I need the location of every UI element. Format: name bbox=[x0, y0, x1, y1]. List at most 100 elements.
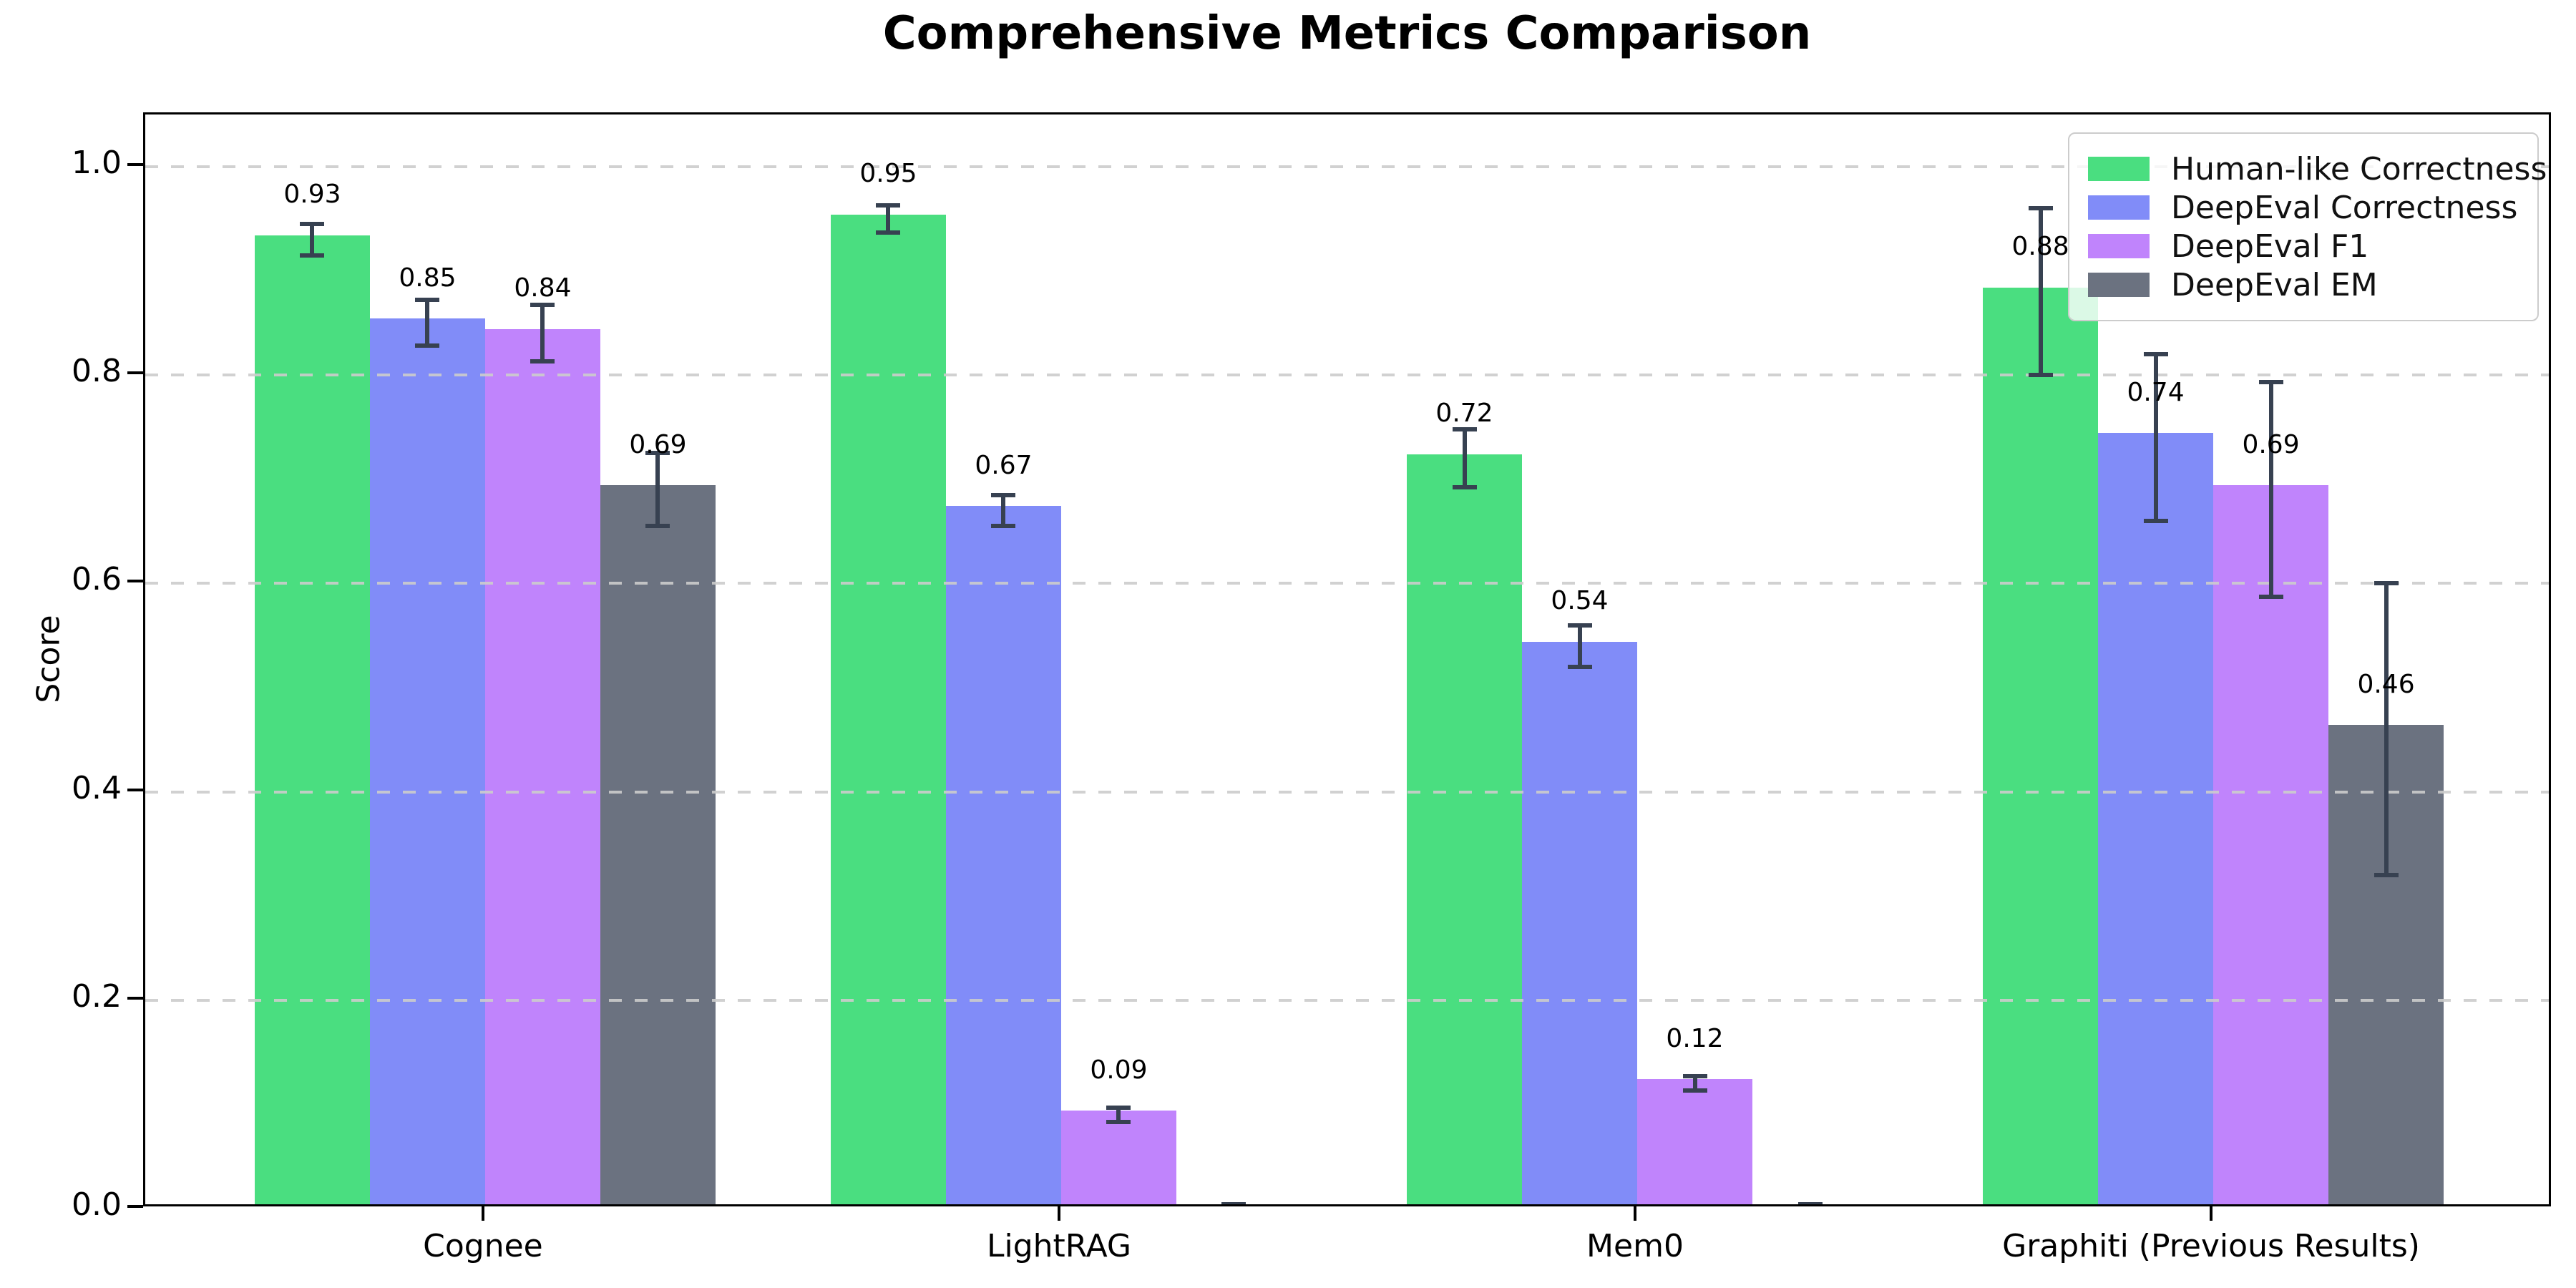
bar-graphiti-previous-results--3 bbox=[2213, 485, 2329, 1204]
legend-label-1: Human-like Correctness bbox=[2171, 150, 2547, 187]
bar-value-label: 0.12 bbox=[1666, 1023, 1724, 1053]
bar-value-label: 0.88 bbox=[2011, 232, 2069, 262]
gridline-1.0 bbox=[145, 165, 2549, 168]
x-tick-label-2: Mem0 bbox=[1586, 1228, 1684, 1264]
error-bar-line bbox=[1692, 1076, 1697, 1091]
gridline-0.2 bbox=[145, 998, 2549, 1002]
error-bar-line bbox=[2268, 382, 2273, 597]
error-bar-cap-bottom bbox=[2373, 873, 2399, 878]
error-bar-cap-bottom bbox=[1567, 664, 1592, 669]
gridline-0.4 bbox=[145, 790, 2549, 794]
error-bar-cap-top bbox=[991, 492, 1016, 497]
bar-cognee-1 bbox=[254, 235, 370, 1204]
x-tick-mark-0 bbox=[481, 1206, 484, 1221]
bar-mem0-2 bbox=[1522, 641, 1637, 1204]
bar-value-label: 0.69 bbox=[629, 429, 687, 459]
y-tick-label-0.8: 0.8 bbox=[72, 353, 122, 390]
y-tick-label-1.0: 1.0 bbox=[72, 144, 122, 181]
error-bar-line bbox=[1231, 1204, 1236, 1206]
x-tick-label-1: LightRAG bbox=[986, 1228, 1131, 1264]
bar-value-label: 0.69 bbox=[2242, 429, 2300, 459]
legend-swatch-3 bbox=[2088, 234, 2150, 258]
error-bar-line bbox=[886, 205, 891, 233]
bar-value-label: 0.72 bbox=[1435, 399, 1493, 429]
error-bar-line bbox=[540, 305, 545, 362]
bar-lightrag-2 bbox=[945, 506, 1061, 1204]
bar-mem0-3 bbox=[1637, 1079, 1752, 1204]
bar-graphiti-previous-results--2 bbox=[2098, 433, 2214, 1204]
legend-label-2: DeepEval Correctness bbox=[2171, 189, 2518, 226]
error-bar-cap-bottom bbox=[530, 359, 555, 364]
y-tick-mark-1.0 bbox=[127, 162, 143, 166]
bar-value-label: 0.54 bbox=[1551, 586, 1609, 616]
bar-value-label: 0.09 bbox=[1090, 1055, 1148, 1085]
bar-value-label: 0.67 bbox=[975, 450, 1033, 480]
bar-cognee-3 bbox=[484, 328, 600, 1204]
error-bar-cap-top bbox=[1452, 426, 1477, 431]
error-bar-cap-top bbox=[530, 303, 555, 308]
legend-label-3: DeepEval F1 bbox=[2171, 228, 2369, 265]
error-bar-line bbox=[1116, 1107, 1121, 1123]
error-bar-cap-top bbox=[2258, 380, 2283, 385]
error-bar-cap-bottom bbox=[1682, 1088, 1707, 1093]
bar-lightrag-1 bbox=[830, 214, 946, 1204]
error-bar-cap-top bbox=[1221, 1202, 1246, 1204]
error-bar-cap-bottom bbox=[645, 524, 670, 529]
y-tick-mark-0.4 bbox=[127, 788, 143, 791]
error-bar-cap-bottom bbox=[2028, 373, 2053, 378]
bar-cognee-4 bbox=[600, 485, 716, 1204]
y-axis-label: Score bbox=[30, 615, 67, 703]
legend-label-4: DeepEval EM bbox=[2171, 266, 2378, 303]
error-bar-line bbox=[1808, 1204, 1813, 1206]
x-tick-mark-2 bbox=[1634, 1206, 1636, 1221]
error-bar-cap-bottom bbox=[300, 253, 325, 258]
bar-lightrag-3 bbox=[1060, 1110, 1176, 1204]
error-bar-cap-bottom bbox=[1106, 1120, 1131, 1125]
y-tick-mark-0.0 bbox=[127, 1205, 143, 1208]
error-bar-cap-top bbox=[415, 298, 440, 303]
legend-item-2: DeepEval Correctness bbox=[2088, 188, 2519, 227]
plot-area: 0.93 0.85 0.84 0.69 0.95 0.67 0.09 0.72 0.54 0.12… bbox=[143, 112, 2551, 1206]
error-bar-line bbox=[2384, 583, 2389, 875]
error-bar-line bbox=[1001, 494, 1006, 527]
y-tick-mark-0.6 bbox=[127, 580, 143, 583]
bar-cognee-2 bbox=[369, 318, 485, 1204]
bar-value-label: 0.95 bbox=[859, 159, 917, 189]
bar-value-label: 0.84 bbox=[514, 273, 572, 303]
error-bar-cap-bottom bbox=[876, 230, 901, 235]
x-tick-label-3: Graphiti (Previous Results) bbox=[2002, 1228, 2420, 1264]
error-bar-line bbox=[2038, 208, 2043, 376]
error-bar-line bbox=[425, 300, 430, 346]
error-bar-cap-top bbox=[1682, 1074, 1707, 1079]
y-tick-label-0.6: 0.6 bbox=[72, 561, 122, 598]
error-bar-cap-top bbox=[1797, 1202, 1823, 1204]
error-bar-cap-bottom bbox=[415, 343, 440, 348]
bar-graphiti-previous-results--1 bbox=[1983, 287, 2099, 1204]
x-tick-mark-1 bbox=[1057, 1206, 1060, 1221]
legend-swatch-1 bbox=[2088, 157, 2150, 181]
error-bar-cap-bottom bbox=[2258, 595, 2283, 600]
error-bar-cap-top bbox=[876, 203, 901, 208]
legend-item-4: DeepEval EM bbox=[2088, 265, 2519, 304]
error-bar-cap-bottom bbox=[1452, 485, 1477, 490]
error-bar-cap-top bbox=[300, 221, 325, 226]
error-bar-cap-top bbox=[2373, 581, 2399, 586]
error-bar-cap-top bbox=[2143, 351, 2168, 356]
gridline-0.8 bbox=[145, 374, 2549, 377]
y-tick-label-0.0: 0.0 bbox=[72, 1186, 122, 1223]
legend-item-3: DeepEval F1 bbox=[2088, 227, 2519, 265]
legend-swatch-4 bbox=[2088, 273, 2150, 297]
bar-value-label: 0.85 bbox=[399, 263, 457, 293]
error-bar-line bbox=[1462, 429, 1467, 488]
legend-item-1: Human-like Correctness bbox=[2088, 150, 2547, 188]
x-tick-label-0: Cognee bbox=[423, 1228, 543, 1264]
error-bar-cap-top bbox=[1106, 1105, 1131, 1110]
error-bar-line bbox=[1577, 625, 1582, 667]
legend: Human-like Correctness DeepEval Correctne… bbox=[2068, 132, 2547, 321]
error-bar-line bbox=[310, 223, 315, 255]
chart-title: Comprehensive Metrics Comparison bbox=[882, 7, 1812, 60]
error-bar-cap-top bbox=[1567, 623, 1592, 628]
bar-mem0-1 bbox=[1407, 454, 1522, 1204]
gridline-0.6 bbox=[145, 582, 2549, 585]
y-tick-label-0.2: 0.2 bbox=[72, 977, 122, 1015]
